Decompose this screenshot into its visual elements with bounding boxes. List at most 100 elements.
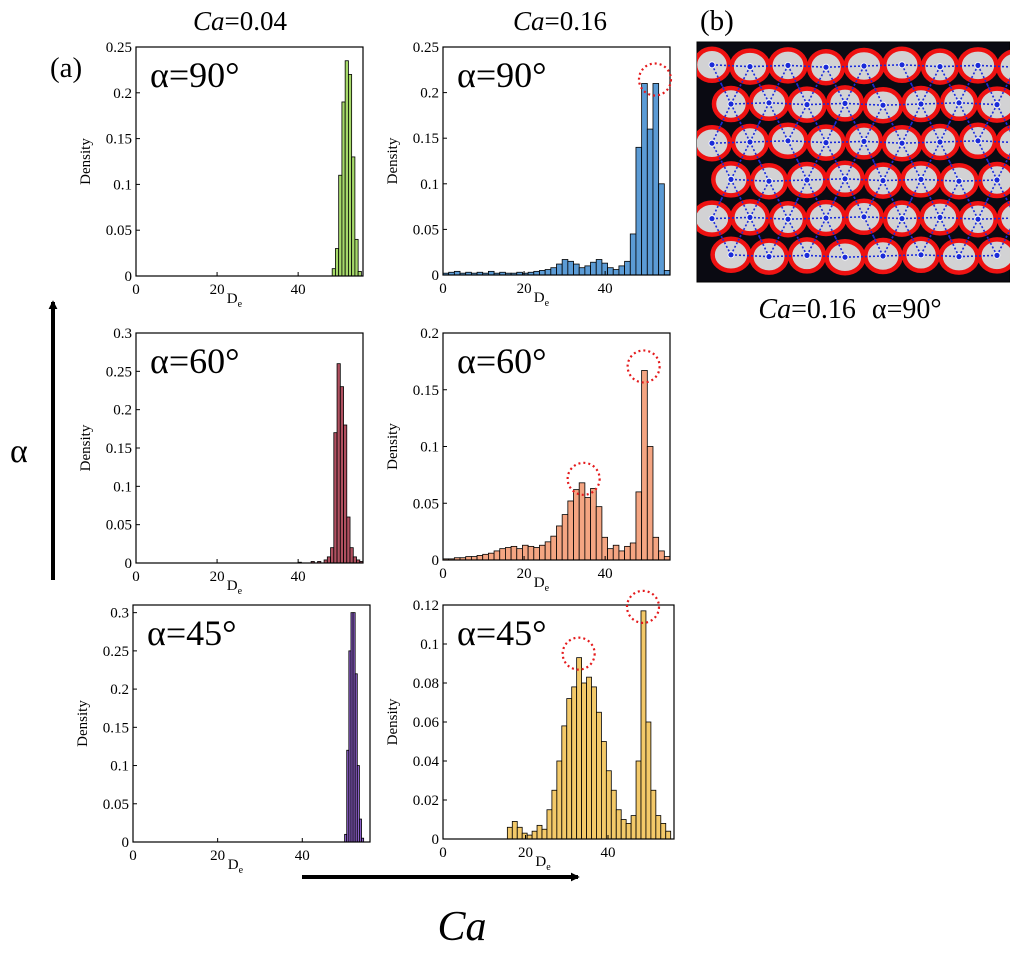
y-tick-label: 0.12 — [413, 598, 439, 614]
histogram-bar — [506, 826, 513, 840]
y-tick-label: 0 — [432, 553, 440, 569]
y-axis-label: Density — [385, 698, 401, 745]
network-spoke — [844, 216, 865, 219]
network-spoke — [958, 140, 979, 143]
network-spoke — [739, 198, 751, 218]
network-spoke — [796, 236, 808, 256]
network-spoke — [806, 65, 827, 68]
droplet-centroid — [898, 139, 906, 147]
droplet-centroid — [879, 101, 887, 109]
histogram-bar — [330, 547, 335, 564]
histogram-bar — [635, 491, 643, 561]
histogram-bar — [561, 259, 569, 276]
droplet-centroid — [974, 137, 982, 145]
droplet-centroid — [803, 176, 811, 184]
network-spoke — [939, 254, 960, 258]
histogram-bar — [544, 269, 552, 276]
network-spoke — [872, 180, 884, 200]
histogram-bar — [607, 267, 614, 276]
droplet-centroid — [727, 175, 735, 183]
network-spoke — [768, 217, 789, 220]
network-spoke — [929, 66, 941, 86]
network-spoke — [749, 140, 770, 143]
network-spoke — [958, 255, 979, 258]
histogram-bar — [663, 270, 671, 276]
x-axis-label: De — [534, 290, 550, 309]
network-spoke — [796, 104, 808, 124]
network-spoke — [882, 180, 894, 200]
network-spoke — [806, 179, 818, 200]
y-tick-label: 0.15 — [106, 132, 132, 148]
network-spoke — [863, 198, 875, 218]
histogram-bar — [618, 550, 625, 561]
droplet-centroid — [993, 251, 1001, 259]
network-spoke — [977, 179, 998, 182]
network-spoke — [882, 216, 903, 220]
network-spoke — [929, 217, 941, 237]
network-spoke — [749, 216, 770, 220]
network-spoke — [758, 180, 770, 200]
droplet-centroid — [898, 215, 906, 223]
histogram-bar — [652, 83, 660, 276]
x-tick-label: 20 — [518, 845, 533, 861]
network-spoke — [806, 178, 827, 181]
network-spoke — [863, 216, 884, 219]
network-spoke — [996, 236, 1008, 256]
network-spoke — [967, 218, 979, 239]
y-tick-label: 0.2 — [113, 403, 132, 419]
histogram-bar — [511, 821, 518, 840]
histogram-bar — [646, 446, 654, 561]
droplet-centroid — [860, 62, 868, 70]
histogram-bar — [531, 830, 538, 840]
y-axis-label: Density — [385, 423, 401, 470]
axes-frame — [135, 46, 364, 277]
histogram-bar — [556, 525, 563, 561]
histogram-ca016-alpha90: 0 0.05 0.1 0.15 0.2 0.25 0 20 40 De Density α=90° — [385, 40, 673, 309]
droplet-centroid — [860, 213, 868, 221]
droplet-centroid — [708, 139, 716, 147]
y-tick-label: 0.04 — [413, 754, 440, 770]
histogram-bar — [344, 60, 349, 277]
histogram-bar — [610, 789, 617, 840]
droplet-centroid — [708, 61, 716, 69]
histogram-bar — [581, 682, 587, 840]
network-spoke — [768, 102, 789, 105]
network-spoke — [749, 254, 770, 258]
histogram-bar — [544, 541, 552, 561]
network-spoke — [806, 104, 818, 124]
network-spoke — [777, 65, 789, 85]
network-spoke — [768, 237, 780, 257]
x-tick-label: 0 — [129, 848, 137, 864]
histogram-bar — [533, 547, 540, 561]
network-spoke — [996, 104, 1008, 124]
network-spoke — [730, 64, 751, 68]
column-header-ca-004: Ca=0.04 — [193, 6, 287, 36]
histogram-bar — [658, 183, 665, 276]
x-tick-label: 40 — [291, 569, 306, 585]
network-spoke — [882, 141, 903, 144]
network-spoke — [948, 84, 960, 104]
x-tick-label: 20 — [210, 569, 225, 585]
network-spoke — [768, 64, 789, 67]
droplet-centroid — [841, 100, 849, 107]
network-spoke — [1005, 228, 1010, 238]
y-axis-label: Density — [78, 424, 94, 471]
network-spoke — [920, 160, 932, 180]
network-spoke — [711, 64, 732, 67]
alpha-label: α=60° — [457, 341, 547, 381]
droplet-centroid — [936, 213, 944, 221]
droplet-centroid — [841, 253, 849, 261]
network-spoke — [901, 178, 922, 181]
network-spoke — [996, 179, 1008, 200]
network-spoke — [749, 179, 770, 182]
network-spoke — [739, 122, 751, 143]
histogram-ca004-alpha45: 0 0.05 0.1 0.15 0.2 0.25 0.3 0 20 40 De Density α=45… — [75, 604, 371, 876]
network-spoke — [844, 103, 856, 123]
network-spoke — [939, 65, 960, 68]
network-spoke — [787, 64, 808, 68]
y-tick-label: 0.1 — [420, 177, 439, 193]
axes-frame — [442, 46, 671, 276]
network-spoke — [711, 217, 732, 220]
histogram-bar — [640, 610, 647, 840]
network-spoke — [939, 198, 951, 218]
